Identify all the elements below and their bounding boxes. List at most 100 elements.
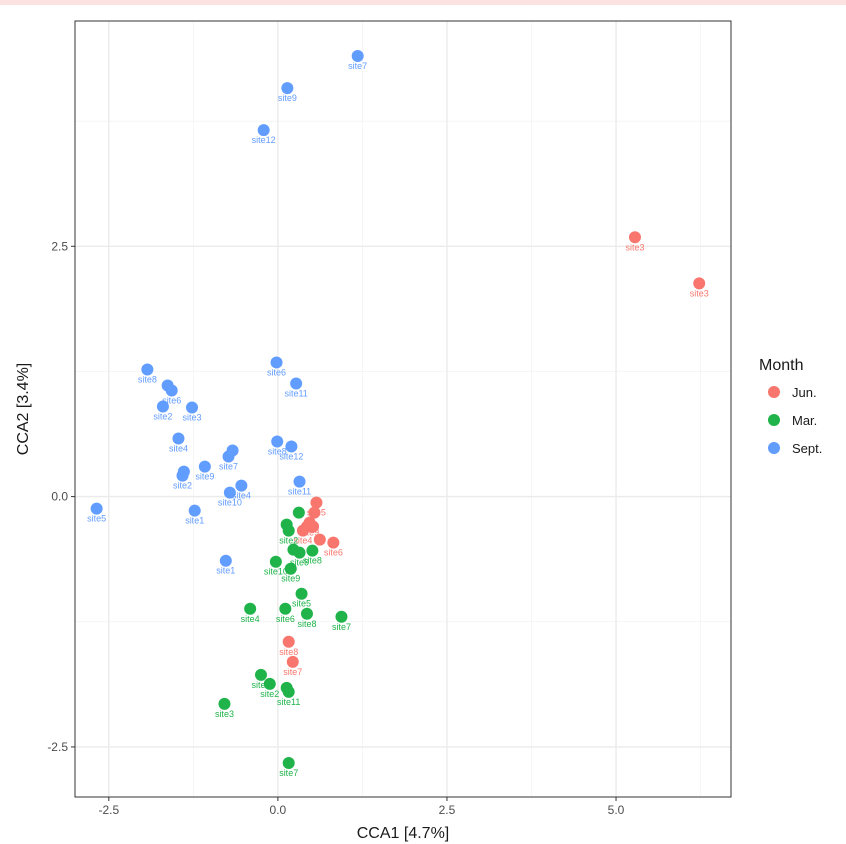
point-mar	[244, 602, 257, 615]
point-label-mar: site2	[279, 536, 298, 546]
point-label-mar: site1	[251, 680, 270, 690]
point-sept	[172, 432, 185, 445]
point-label-sept: site6	[267, 367, 286, 377]
point-jun	[282, 635, 295, 648]
point-sept	[188, 504, 201, 517]
point-jun	[628, 231, 641, 244]
point-label-sept: site2	[173, 481, 192, 491]
point-sept	[257, 124, 270, 137]
point-label-jun: site3	[625, 242, 644, 252]
point-label-sept: site7	[348, 61, 367, 71]
major-gridlines	[75, 21, 731, 797]
point-label-mar: site7	[279, 768, 298, 778]
point-sept	[281, 82, 294, 95]
point-label-jun: site4	[293, 536, 312, 546]
legend-label-jun: Jun.	[792, 385, 817, 400]
point-sept	[156, 400, 169, 413]
minor-gridlines	[75, 21, 731, 797]
x-tick-label: 0.0	[270, 803, 287, 817]
point-mar	[335, 610, 348, 623]
point-mar	[254, 668, 267, 681]
point-label-mar: site10	[264, 567, 288, 577]
point-label-sept: site12	[279, 452, 303, 462]
point-mar	[218, 697, 231, 710]
point-sept	[165, 384, 178, 397]
point-label-jun: site7	[283, 667, 302, 677]
y-tick-label: 2.5	[51, 239, 68, 253]
point-jun	[286, 655, 299, 668]
point-label-sept: site11	[284, 388, 307, 398]
point-label-mar: site8	[303, 556, 322, 566]
point-sept	[90, 502, 103, 515]
y-axis-ticks: -2.5 0.0 2.5	[47, 239, 75, 754]
point-jun	[310, 496, 323, 509]
point-sept	[235, 479, 248, 492]
point-sept	[293, 475, 306, 488]
point-label-jun: site5	[307, 508, 326, 518]
point-sept	[176, 469, 189, 482]
point-mar	[282, 685, 295, 698]
legend-title: Month	[759, 357, 803, 374]
point-label-mar: site5	[292, 599, 311, 609]
point-label-sept: site6	[162, 395, 181, 405]
point-mar	[293, 546, 306, 559]
top-band	[0, 0, 846, 5]
point-label-sept: site9	[195, 472, 214, 482]
point-label-sept: site5	[87, 514, 106, 524]
point-label-sept: site4	[232, 491, 251, 501]
point-mar	[284, 562, 297, 575]
legend-key-sept	[768, 442, 780, 454]
point-sept	[222, 450, 235, 463]
point-label-mar: site9	[281, 574, 300, 584]
point-mar	[306, 544, 319, 557]
data-points: site3site3site5site9site4site6site8site7…	[87, 50, 709, 778]
point-mar	[269, 555, 282, 568]
point-mar	[282, 756, 295, 769]
point-label-mar: site11	[277, 697, 300, 707]
point-label-sept: site12	[252, 135, 276, 145]
point-mar	[279, 602, 292, 615]
point-label-sept: site9	[278, 93, 297, 103]
point-label-jun: site8	[279, 647, 298, 657]
point-label-sept: site2	[153, 411, 172, 421]
point-label-sept: site4	[169, 444, 188, 454]
point-label-mar: site2	[260, 689, 279, 699]
point-label-sept: site7	[219, 462, 238, 472]
legend-label-mar: Mar.	[792, 413, 817, 428]
legend-key-jun	[768, 386, 780, 398]
point-jun	[307, 520, 320, 533]
point-sept	[351, 50, 364, 63]
x-axis-title: CCA1 [4.7%]	[357, 825, 449, 842]
point-label-sept: site11	[288, 487, 311, 497]
point-sept	[141, 363, 154, 376]
point-label-sept: site8	[138, 374, 157, 384]
point-label-sept: site1	[185, 516, 204, 526]
point-label-jun: site3	[690, 288, 709, 298]
point-label-mar: site7	[332, 622, 351, 632]
y-axis-title: CCA2 [3.4%]	[15, 363, 32, 455]
point-sept	[185, 401, 198, 414]
x-tick-label: 2.5	[439, 803, 456, 817]
point-mar	[292, 506, 305, 519]
point-sept	[290, 377, 303, 390]
point-label-mar: site3	[215, 709, 234, 719]
point-mar	[295, 587, 308, 600]
y-tick-label: 0.0	[51, 490, 68, 504]
legend-label-sept: Sept.	[792, 441, 822, 456]
point-jun	[693, 277, 706, 290]
point-label-sept: site1	[216, 566, 235, 576]
point-sept	[270, 356, 283, 369]
x-tick-label: 5.0	[608, 803, 625, 817]
y-tick-label: -2.5	[47, 740, 68, 754]
legend: Month Jun. Mar. Sept.	[759, 357, 822, 456]
point-sept	[271, 435, 284, 448]
point-label-jun: site9	[300, 528, 319, 538]
point-jun	[308, 506, 321, 519]
point-label-mar: site9	[290, 558, 309, 568]
point-label-mar: site6	[276, 614, 295, 624]
point-label-mar: site4	[241, 614, 260, 624]
point-sept	[198, 460, 211, 473]
point-sept	[285, 440, 298, 453]
point-label-sept: site10	[218, 498, 242, 508]
